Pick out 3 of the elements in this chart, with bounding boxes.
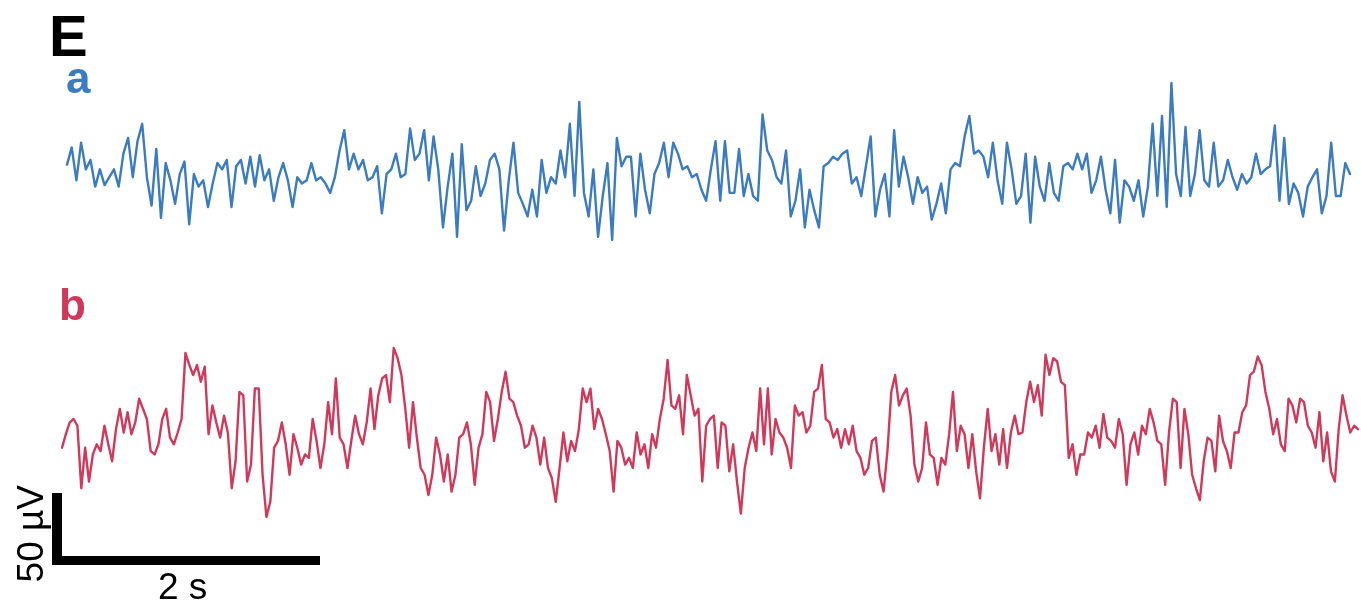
series-label: b	[59, 280, 86, 329]
text: 50 µV	[10, 485, 51, 583]
text: 2 s	[158, 566, 208, 605]
